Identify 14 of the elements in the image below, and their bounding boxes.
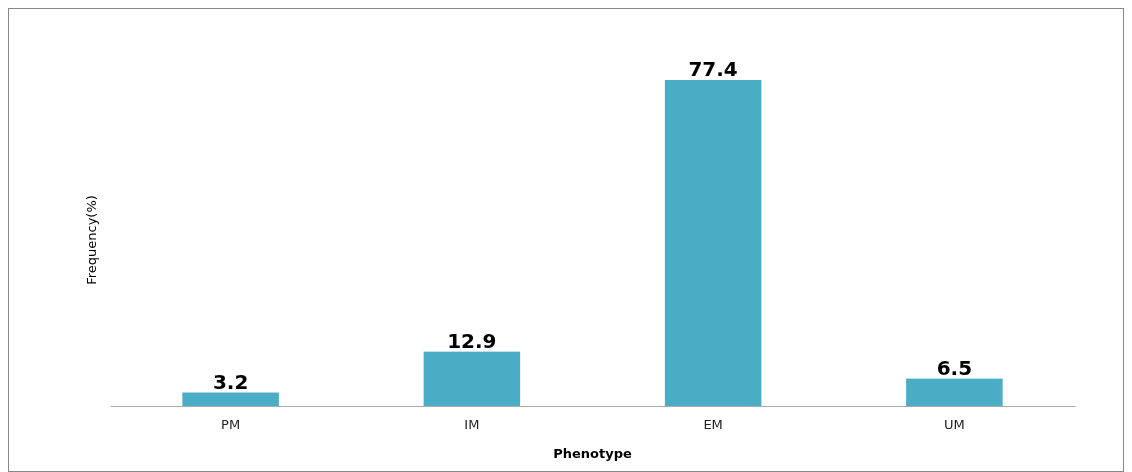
y-axis-title: Frequency(%) (84, 195, 99, 285)
x-tick-label: EM (703, 417, 723, 433)
data-label: 77.4 (688, 57, 738, 81)
x-tick-label: PM (221, 417, 241, 433)
data-label: 3.2 (212, 369, 249, 394)
bar (423, 351, 521, 406)
bar (664, 80, 762, 406)
x-tick-label: IM (464, 417, 480, 433)
data-label: 12.9 (447, 328, 497, 353)
bar (906, 378, 1003, 406)
data-label: 6.5 (936, 355, 973, 380)
x-axis-title: Phenotype (553, 446, 632, 461)
bar (182, 392, 279, 406)
x-tick-label: UM (944, 417, 965, 433)
